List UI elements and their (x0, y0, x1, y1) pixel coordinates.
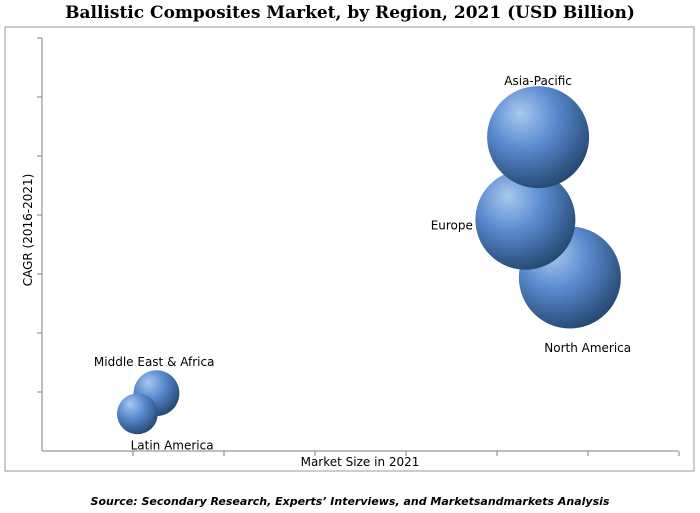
y-axis-label: CAGR (2016-2021) (21, 174, 35, 287)
bubble-label: Latin America (131, 438, 214, 452)
bubble-labels-layer: North America Europe Asia-Pacific Middle Ea… (94, 74, 631, 452)
bubble-label: Middle East & Africa (94, 355, 215, 369)
bubbles-layer (116, 86, 621, 435)
source-note: Source: Secondary Research, Experts’ Int… (91, 495, 610, 508)
bubble-label: Europe (431, 219, 473, 233)
bubble-label: North America (544, 341, 631, 355)
bubble-europe (475, 169, 576, 270)
bubble-latin-america (116, 393, 158, 435)
x-axis-label: Market Size in 2021 (301, 455, 420, 469)
chart-frame (4, 26, 695, 472)
axis-ticks (37, 37, 680, 456)
bubble-asia-pacific (487, 86, 590, 189)
bubble-label: Asia-Pacific (504, 74, 572, 88)
chart-title: Ballistic Composites Market, by Region, … (65, 3, 635, 23)
